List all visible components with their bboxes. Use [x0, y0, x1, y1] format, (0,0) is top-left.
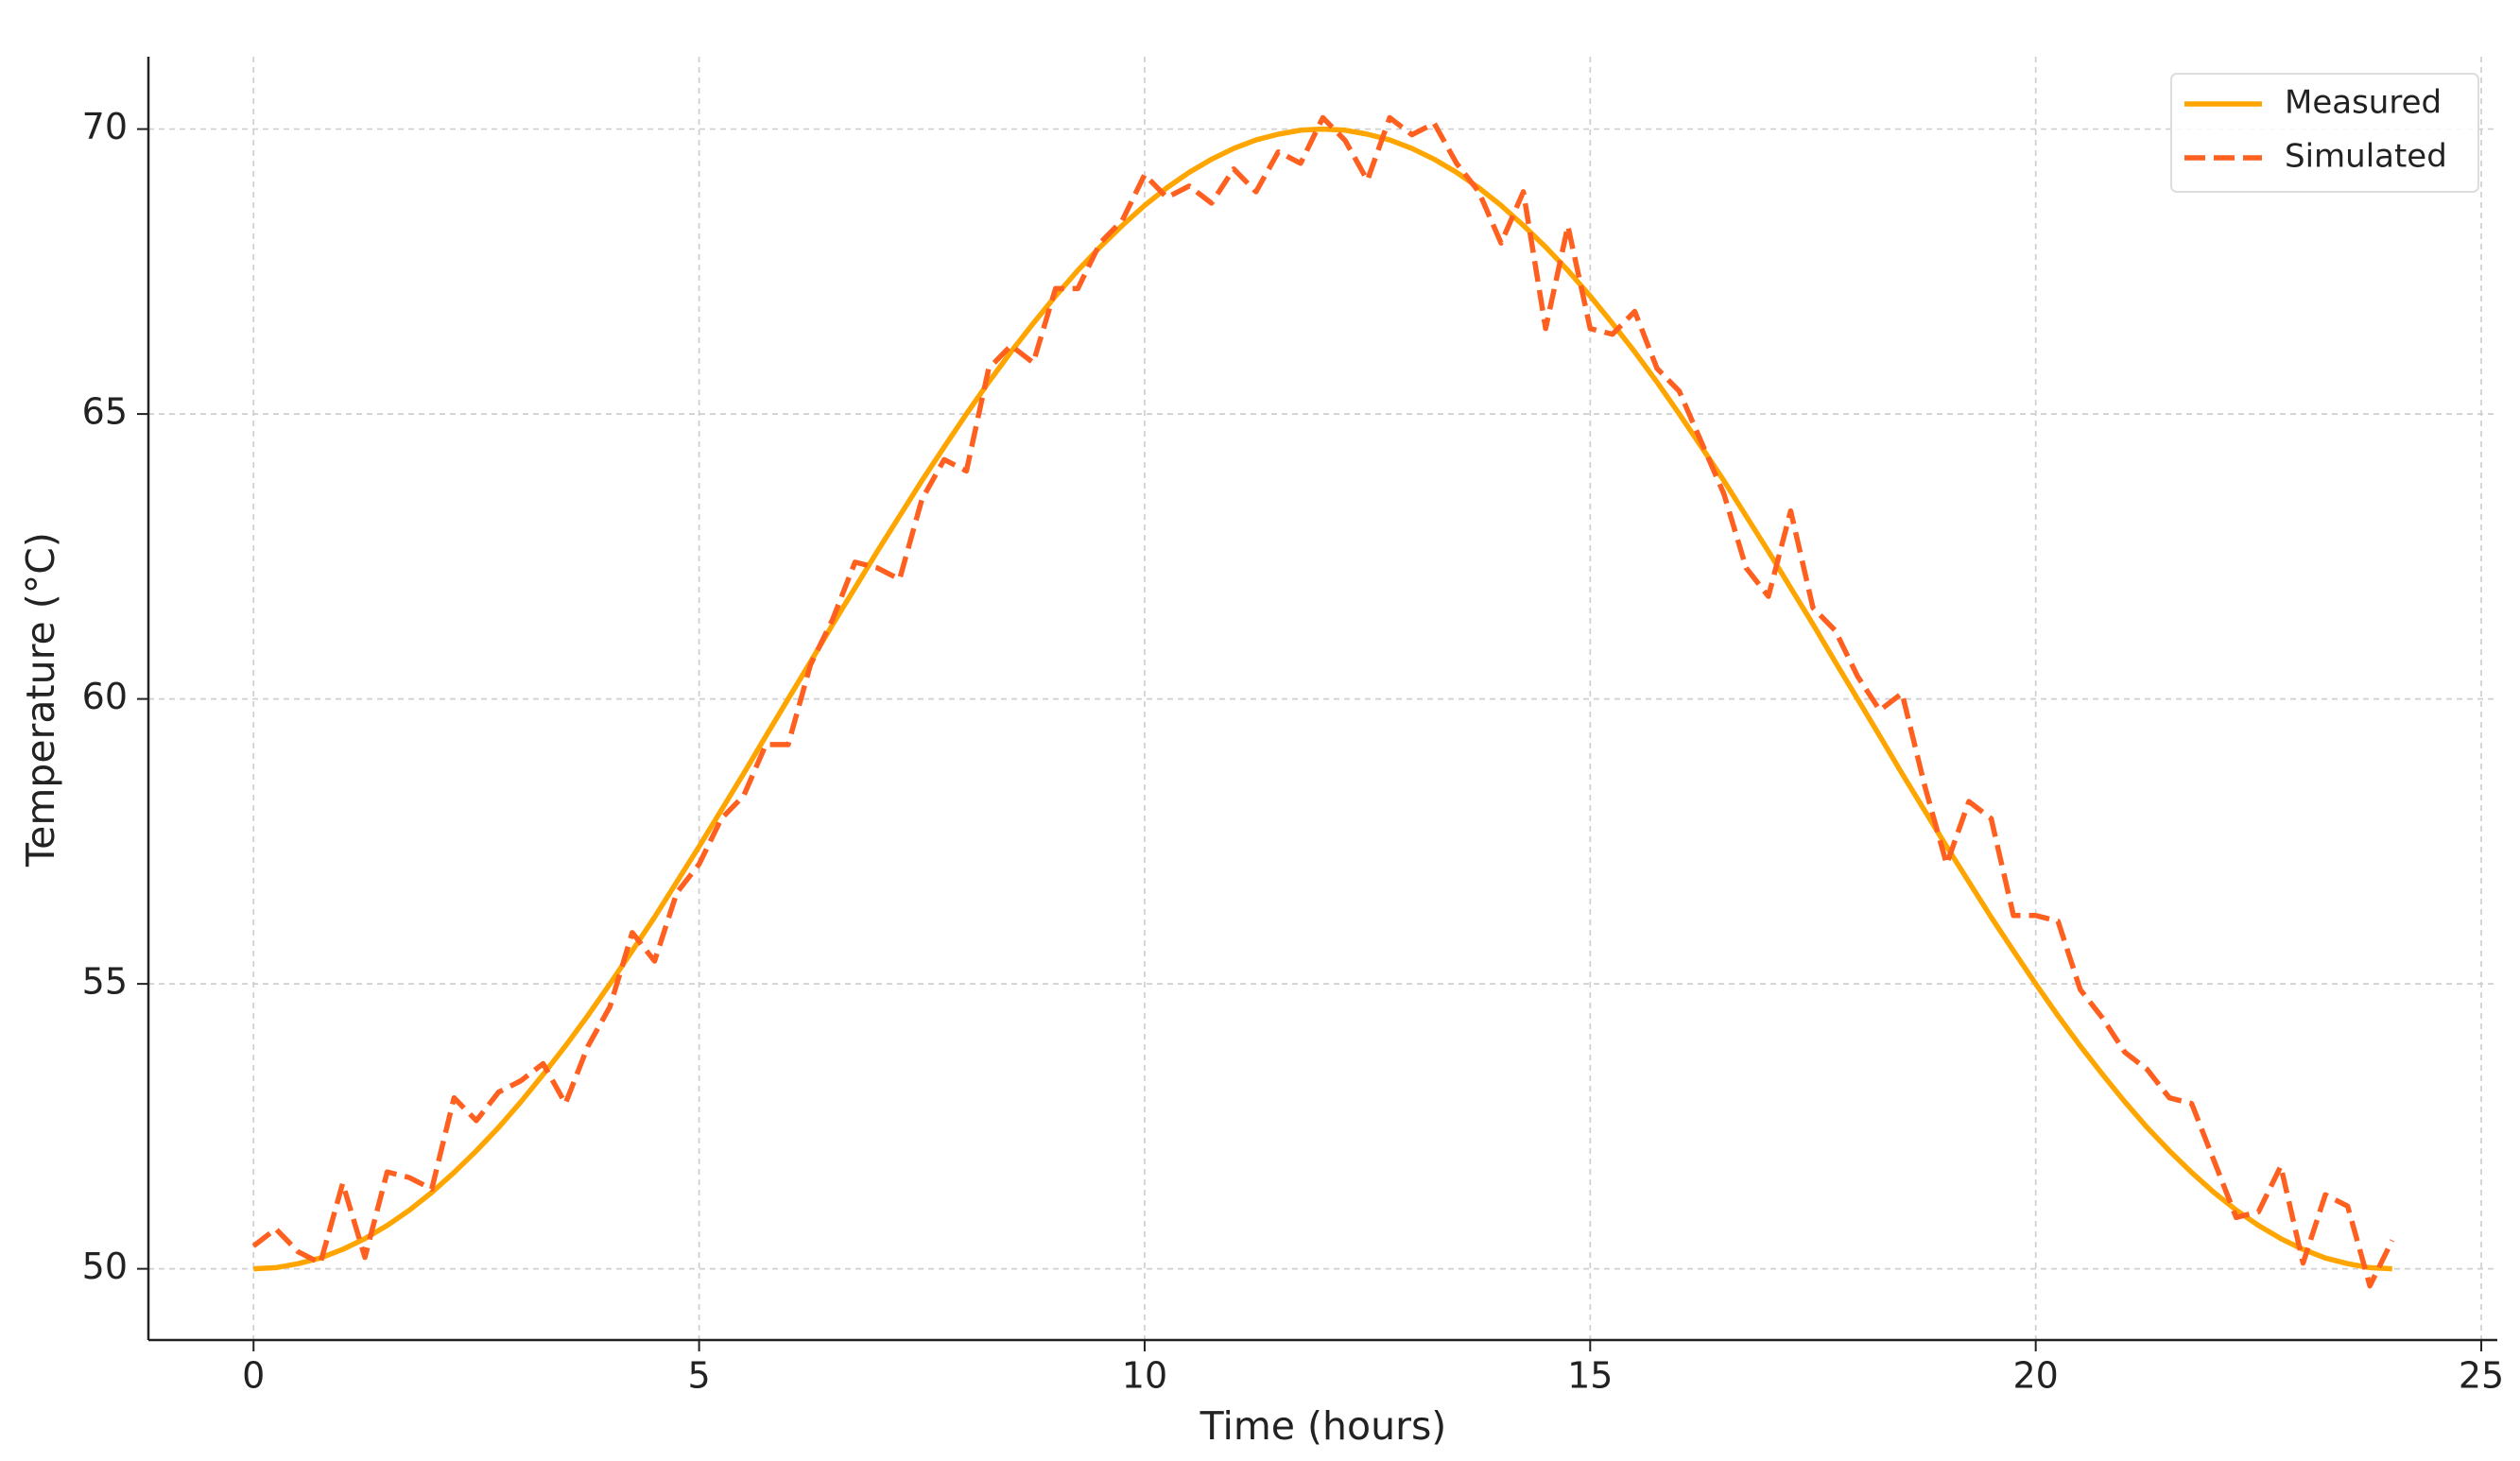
- y-tick-label: 50: [82, 1246, 128, 1287]
- legend-label: Measured: [2285, 84, 2442, 122]
- legend: Measured Simulated: [2170, 73, 2479, 193]
- y-tick-label: 65: [82, 391, 128, 433]
- y-axis-label: Temperature (°C): [18, 532, 63, 868]
- legend-label: Simulated: [2285, 138, 2447, 176]
- series-line: [253, 126, 2392, 1272]
- x-tick-label: 10: [1122, 1355, 1167, 1397]
- y-tick-label: 70: [82, 106, 128, 147]
- series-line: [251, 114, 2395, 1289]
- x-tick-label: 15: [1567, 1355, 1613, 1397]
- x-tick-label: 25: [2459, 1355, 2504, 1397]
- x-tick-label: 20: [2012, 1355, 2058, 1397]
- x-tick-label: 5: [688, 1355, 711, 1397]
- x-axis-label: Time (hours): [1200, 1403, 1447, 1449]
- y-tick-label: 60: [82, 676, 128, 717]
- y-tick-label: 55: [82, 961, 128, 1003]
- x-tick-label: 0: [242, 1355, 265, 1397]
